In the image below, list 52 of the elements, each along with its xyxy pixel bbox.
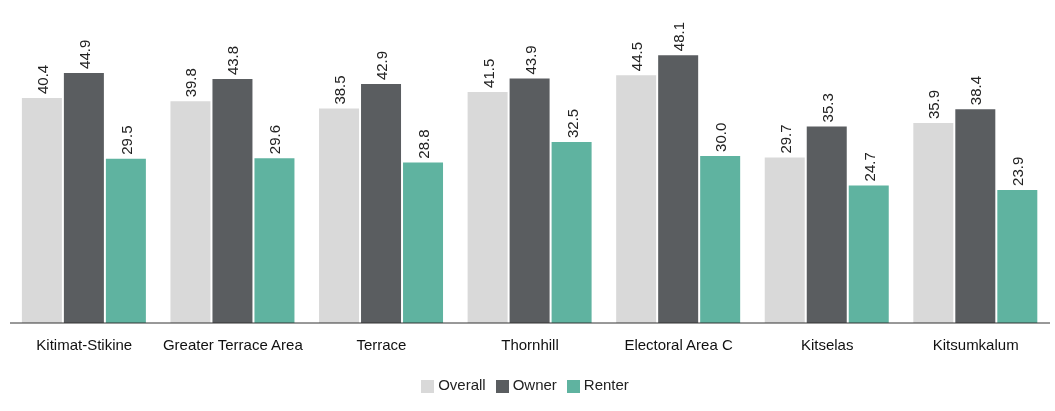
data-label: 44.5 <box>628 41 646 72</box>
bar <box>319 108 360 323</box>
bar <box>955 109 996 323</box>
data-label: 29.5 <box>117 125 135 155</box>
x-tick-label: Kitimat-Stikine <box>36 335 133 353</box>
x-tick-label: Kitselas <box>800 335 854 353</box>
bar <box>913 123 954 323</box>
data-label: 32.5 <box>563 108 581 139</box>
data-label: 23.9 <box>1009 156 1027 186</box>
x-tick-label: Greater Terrace Area <box>162 335 304 353</box>
bar <box>700 155 741 323</box>
bar <box>21 98 62 323</box>
data-label: 35.9 <box>925 89 943 120</box>
x-tick-label: Thornhill <box>501 335 559 353</box>
data-label: 29.6 <box>266 124 284 155</box>
legend-label: Overall <box>438 376 486 393</box>
legend-label: Renter <box>583 376 629 393</box>
bar <box>764 157 805 323</box>
data-label: 38.4 <box>967 75 985 106</box>
bar <box>658 55 699 323</box>
bar <box>254 158 295 323</box>
data-label: 24.7 <box>860 152 878 182</box>
bar <box>997 189 1038 323</box>
bar <box>212 79 253 323</box>
bar <box>509 78 550 323</box>
data-label: 43.9 <box>521 45 539 75</box>
x-tick-label: Kitsumkalum <box>932 335 1019 353</box>
bar <box>848 185 889 323</box>
bar <box>170 101 211 323</box>
data-label: 44.9 <box>75 39 93 69</box>
bar <box>105 158 146 323</box>
data-label: 39.8 <box>182 68 200 98</box>
legend-label: Owner <box>512 376 557 393</box>
data-label: 35.3 <box>818 93 836 123</box>
data-label: 30.0 <box>712 122 730 152</box>
data-label: 43.8 <box>224 45 242 76</box>
x-tick-label: Terrace <box>356 335 407 353</box>
data-label: 28.8 <box>415 129 433 159</box>
bar <box>403 162 444 323</box>
bar <box>361 84 402 323</box>
data-label: 38.5 <box>331 75 349 105</box>
bar <box>551 142 592 323</box>
data-label: 29.7 <box>776 124 794 154</box>
bar <box>806 126 847 323</box>
data-label: 42.9 <box>373 50 391 81</box>
data-label: 40.4 <box>33 64 51 95</box>
bar <box>616 75 657 323</box>
bar <box>467 91 508 323</box>
x-tick-label: Electoral Area C <box>624 335 733 353</box>
data-label: 41.5 <box>479 58 497 88</box>
data-label: 48.1 <box>670 21 688 52</box>
bar <box>63 72 104 323</box>
